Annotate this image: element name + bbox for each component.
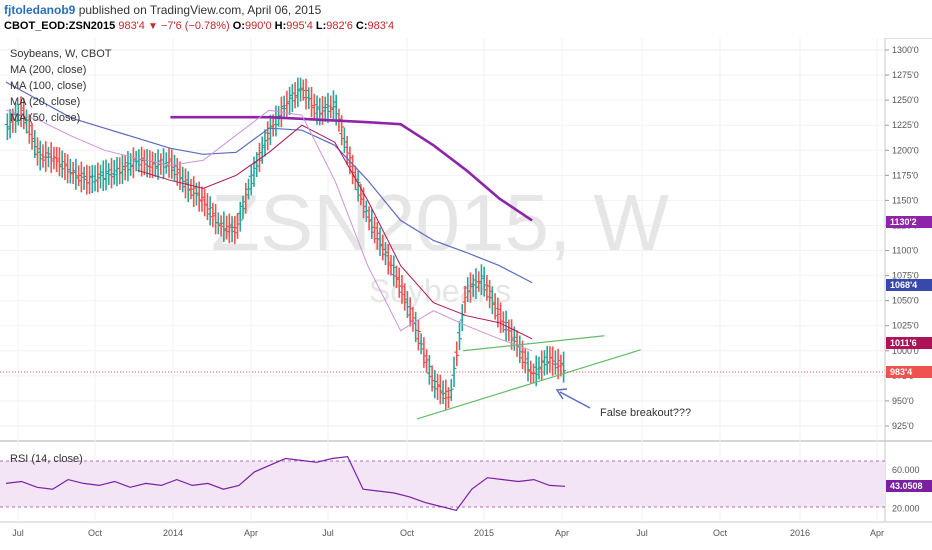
price-tick-label: 1100'0	[892, 246, 918, 256]
grid-lines	[0, 38, 885, 522]
time-tick-label: Apr	[244, 528, 258, 538]
price-tick-label: 1050'0	[892, 296, 919, 306]
price-tick-label: 1150'0	[892, 195, 918, 205]
close-label: C:	[355, 20, 368, 32]
rsi-band	[0, 461, 885, 507]
annotation-arrow	[559, 391, 591, 409]
ma200-price-tag	[886, 216, 932, 228]
high-value: 995'4	[286, 20, 313, 32]
price-tick-label: 1075'0	[892, 271, 919, 281]
time-tick-label: Apr	[870, 528, 884, 538]
legend-title: Soybeans, W, CBOT	[10, 48, 112, 60]
rsi-line	[5, 455, 566, 511]
time-tick-label: 2016	[790, 528, 810, 538]
legend-ma50[interactable]: MA (50, close)	[10, 112, 80, 124]
moving-averages	[5, 81, 533, 352]
support-trendline	[416, 349, 641, 420]
time-tick-label: Oct	[88, 528, 103, 538]
ma200-line	[170, 115, 533, 222]
rsi-value-tag	[886, 480, 932, 492]
legend-ma20[interactable]: MA (20, close)	[10, 96, 80, 108]
time-tick-label: Oct	[400, 528, 415, 538]
author-link[interactable]: fjtoledanob9	[4, 3, 76, 17]
time-tick-label: Oct	[713, 528, 728, 538]
price-tick-label: 1175'0	[892, 170, 918, 180]
time-tick-label: Jul	[322, 528, 334, 538]
ma100-line	[5, 81, 533, 284]
time-tick-label: 2015	[474, 528, 494, 538]
ma200-price-tag-text: 1130'2	[890, 217, 917, 227]
legend-ma200[interactable]: MA (200, close)	[10, 64, 86, 76]
high-label: H:	[274, 20, 287, 32]
published-text: published on TradingView.com, April 06, …	[78, 3, 322, 17]
time-tick-label: Jul	[636, 528, 648, 538]
last-price-tag-text: 983'4	[890, 367, 912, 377]
price-bars	[4, 77, 567, 411]
publisher-line: fjtoledanob9 published on TradingView.co…	[4, 3, 321, 17]
watermark-symbol: ZSN2015, W	[211, 178, 669, 267]
time-tick-label: Jul	[12, 528, 24, 538]
rsi-value-tag-text: 43.0508	[890, 481, 923, 491]
price-pane[interactable]	[0, 38, 885, 440]
ma50-price-tag-text: 1011'6	[890, 338, 917, 348]
price-tick-label: 1225'0	[892, 120, 919, 130]
rsi-legend[interactable]: RSI (14, close)	[10, 453, 83, 465]
ma100-price-tag-text: 1068'4	[890, 280, 917, 290]
ma20-line	[5, 109, 533, 352]
chart-header: fjtoledanob9 published on TradingView.co…	[0, 0, 932, 39]
rsi-tick-label: 60.000	[892, 465, 920, 475]
ma100-price-tag	[886, 279, 932, 291]
ohlc-line: CBOT_EOD:ZSN2015 983'4 ▼ −7'6 (−0.78%) O…	[4, 20, 394, 32]
price-tick-label: 950'0	[892, 396, 914, 406]
time-tick-label: Apr	[555, 528, 569, 538]
time-axis[interactable]: Jul Oct 2014 Apr Jul Oct 2015 Apr Jul Oct 2016 Apr	[12, 528, 884, 538]
price-chart[interactable]: ZSN2015, W Soybeans False breakout??? So…	[0, 38, 932, 550]
ma50-price-tag	[886, 337, 932, 349]
price-tick-label: 1000'0	[892, 346, 919, 356]
price-tick-label: 1200'0	[892, 145, 919, 155]
open-value: 990'0	[245, 20, 272, 32]
ma50-line	[137, 124, 533, 340]
price-tick-label: 1275'0	[892, 70, 919, 80]
rsi-tick-label: 20.000	[892, 503, 920, 513]
price-tick-label: 1300'0	[892, 45, 919, 55]
annotation-arrowhead-icon	[555, 388, 568, 400]
resistance-trendline	[463, 335, 605, 352]
price-tick-label: 1250'0	[892, 95, 919, 105]
trendlines	[416, 335, 641, 420]
last-price: 983'4	[118, 20, 145, 32]
price-tick-label: 925'0	[892, 421, 914, 431]
close-value: 983'4	[367, 20, 395, 32]
down-arrow-icon: ▼	[147, 21, 158, 32]
low-value: 982'6	[326, 20, 353, 32]
rsi-series-line	[5, 455, 566, 511]
legend-ma100[interactable]: MA (100, close)	[10, 80, 86, 92]
symbol-label: CBOT_EOD:ZSN2015	[4, 20, 116, 32]
time-tick-label: 2014	[163, 528, 183, 538]
low-label: L:	[315, 20, 327, 32]
last-price-tag	[886, 366, 932, 378]
price-tick-label: 1025'0	[892, 321, 919, 331]
annotation-text[interactable]: False breakout???	[600, 407, 691, 419]
open-label: O:	[232, 20, 245, 32]
price-change: −7'6 (−0.78%)	[160, 20, 230, 32]
